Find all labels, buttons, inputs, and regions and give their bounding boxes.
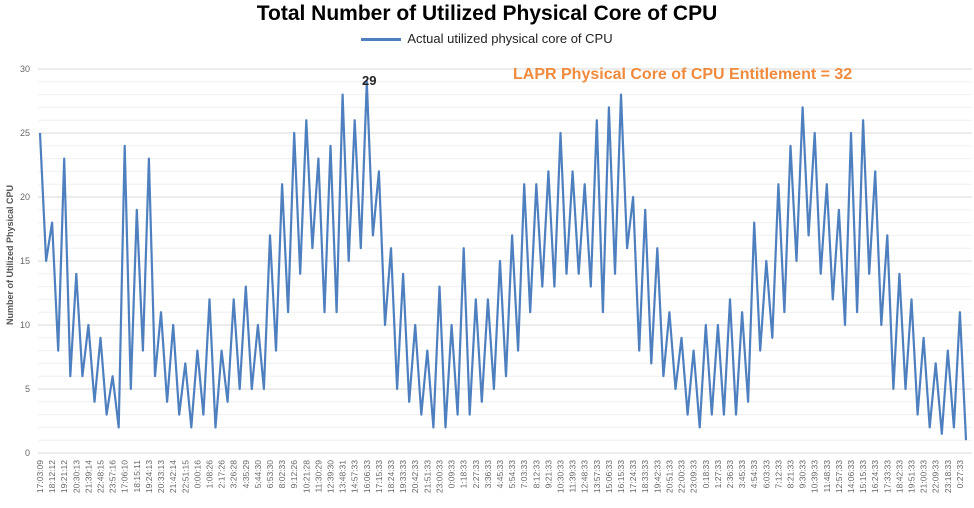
x-tick-label: 5:54:33 bbox=[507, 460, 517, 489]
y-tick-label: 5 bbox=[25, 384, 30, 394]
x-tick-label: 2:17:26 bbox=[217, 460, 227, 489]
x-tick-label: 1:08:26 bbox=[204, 460, 214, 489]
x-tick-label: 23:18:33 bbox=[943, 460, 953, 493]
x-tick-label: 14:06:33 bbox=[846, 460, 856, 493]
x-tick-label: 18:33:33 bbox=[640, 460, 650, 493]
x-tick-label: 9:30:33 bbox=[798, 460, 808, 489]
x-tick-label: 20:30:13 bbox=[71, 460, 81, 493]
x-tick-label: 0:27:33 bbox=[955, 460, 965, 489]
x-tick-label: 19:24:13 bbox=[144, 460, 154, 493]
x-tick-label: 15:06:33 bbox=[604, 460, 614, 493]
x-tick-label: 0:09:33 bbox=[447, 460, 457, 489]
x-tick-label: 17:06:10 bbox=[120, 460, 130, 493]
y-tick-label: 25 bbox=[20, 128, 30, 138]
x-tick-label: 0:18:33 bbox=[701, 460, 711, 489]
x-tick-label: 11:48:33 bbox=[822, 460, 832, 493]
x-tick-label: 0:00:16 bbox=[192, 460, 202, 489]
legend-swatch bbox=[361, 38, 402, 42]
x-tick-label: 18:15:11 bbox=[132, 460, 142, 493]
x-tick-label: 21:42:14 bbox=[168, 460, 178, 493]
y-tick-label: 15 bbox=[20, 256, 30, 266]
x-tick-label: 19:33:33 bbox=[398, 460, 408, 493]
x-tick-label: 22:09:33 bbox=[931, 460, 941, 493]
x-tick-label: 7:12:33 bbox=[773, 460, 783, 489]
x-tick-label: 22:51:15 bbox=[180, 460, 190, 493]
x-tick-label: 18:12:12 bbox=[47, 460, 57, 493]
x-tick-label: 13:48:31 bbox=[338, 460, 348, 493]
x-tick-label: 10:39:33 bbox=[810, 460, 820, 493]
x-tick-label: 1:18:33 bbox=[459, 460, 469, 489]
y-tick-label: 0 bbox=[25, 448, 30, 458]
x-tick-label: 9:12:26 bbox=[289, 460, 299, 489]
x-tick-label: 23:00:33 bbox=[434, 460, 444, 493]
legend: Actual utilized physical core of CPU bbox=[0, 31, 974, 46]
x-tick-label: 12:39:30 bbox=[326, 460, 336, 493]
x-tick-label: 10:30:33 bbox=[555, 460, 565, 493]
x-tick-label: 3:26:28 bbox=[229, 460, 239, 489]
peak-label: 29 bbox=[362, 73, 377, 88]
x-tick-label: 6:53:30 bbox=[265, 460, 275, 489]
x-tick-label: 2:36:33 bbox=[725, 460, 735, 489]
x-tick-label: 4:45:33 bbox=[495, 460, 505, 489]
x-tick-label: 23:09:33 bbox=[689, 460, 699, 493]
x-tick-label: 20:33:13 bbox=[156, 460, 166, 493]
x-tick-label: 16:06:33 bbox=[362, 460, 372, 493]
x-tick-label: 11:30:29 bbox=[313, 460, 323, 493]
x-tick-label: 2:27:33 bbox=[471, 460, 481, 489]
x-tick-label: 3:36:33 bbox=[483, 460, 493, 489]
x-tick-label: 5:44:30 bbox=[253, 460, 263, 489]
x-tick-label: 21:00:33 bbox=[919, 460, 929, 493]
chart-title: Total Number of Utilized Physical Core o… bbox=[256, 2, 718, 25]
x-tick-label: 14:57:33 bbox=[350, 460, 360, 493]
x-tick-label: 19:51:33 bbox=[907, 460, 917, 493]
x-tick-label: 20:42:33 bbox=[410, 460, 420, 493]
x-tick-label: 21:39:14 bbox=[83, 460, 93, 493]
x-tick-label: 22:48:15 bbox=[96, 460, 106, 493]
x-tick-label: 17:15:33 bbox=[374, 460, 384, 493]
x-tick-label: 9:21:33 bbox=[543, 460, 553, 489]
y-tick-label: 10 bbox=[20, 320, 30, 330]
x-tick-label: 17:24:33 bbox=[628, 460, 638, 493]
x-tick-label: 16:24:33 bbox=[870, 460, 880, 493]
x-tick-label: 21:51:33 bbox=[422, 460, 432, 493]
x-tick-label: 23:57:16 bbox=[108, 460, 118, 493]
x-tick-label: 20:51:33 bbox=[664, 460, 674, 493]
x-tick-label: 15:15:33 bbox=[858, 460, 868, 493]
x-tick-label: 10:21:28 bbox=[301, 460, 311, 493]
x-tick-label: 22:00:33 bbox=[677, 460, 687, 493]
series-line bbox=[38, 80, 968, 441]
x-tick-label: 8:21:33 bbox=[785, 460, 795, 489]
x-tick-label: 19:21:12 bbox=[59, 460, 69, 493]
x-tick-label: 17:03:09 bbox=[35, 460, 45, 493]
entitlement-annotation: LAPR Physical Core of CPU Entitlement = … bbox=[513, 66, 853, 83]
x-tick-label: 4:35:29 bbox=[241, 460, 251, 489]
x-tick-label: 8:12:33 bbox=[531, 460, 541, 489]
x-tick-label: 11:39:33 bbox=[568, 460, 578, 493]
x-tick-label: 3:45:33 bbox=[737, 460, 747, 489]
y-tick-label: 30 bbox=[20, 64, 30, 74]
x-tick-label: 13:57:33 bbox=[592, 460, 602, 493]
x-tick-label: 7:03:33 bbox=[519, 460, 529, 489]
x-tick-label: 8:02:33 bbox=[277, 460, 287, 489]
x-tick-label: 4:54:33 bbox=[749, 460, 759, 489]
x-tick-label: 12:48:33 bbox=[580, 460, 590, 493]
legend-entry: Actual utilized physical core of CPU bbox=[407, 31, 613, 46]
y-tick-label: 20 bbox=[20, 192, 30, 202]
x-tick-label: 17:33:33 bbox=[882, 460, 892, 493]
x-tick-label: 18:42:33 bbox=[894, 460, 904, 493]
x-tick-label: 18:24:33 bbox=[386, 460, 396, 493]
x-tick-label: 1:27:33 bbox=[713, 460, 723, 489]
x-tick-label: 19:42:33 bbox=[652, 460, 662, 493]
x-tick-label: 16:15:33 bbox=[616, 460, 626, 493]
x-tick-label: 12:57:33 bbox=[834, 460, 844, 493]
x-tick-label: 6:03:33 bbox=[761, 460, 771, 489]
